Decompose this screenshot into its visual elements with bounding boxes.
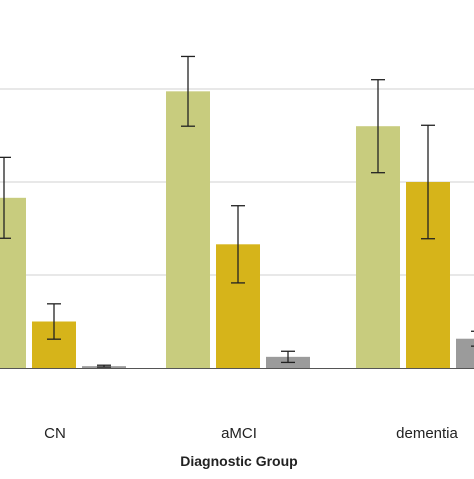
x-tick-label-amci: aMCI: [221, 425, 257, 442]
error-bar-dementia-series-1: [371, 79, 385, 174]
error-bar-amci-series-2: [231, 205, 245, 284]
x-tick-label-dementia: dementia: [396, 425, 458, 442]
error-bar-cn-series-2: [47, 303, 61, 340]
error-bar-amci-series-1: [181, 55, 195, 127]
error-bar-dementia-series-3: [471, 330, 474, 347]
bar-dementia-series-3: [456, 338, 474, 368]
bars: [0, 91, 474, 368]
error-bar-cn-series-1: [0, 156, 11, 239]
x-tick-label-cn: CN: [44, 425, 66, 442]
error-bars: [0, 55, 474, 368]
error-bar-dementia-series-2: [421, 124, 435, 240]
x-axis-title: Diagnostic Group: [180, 453, 297, 469]
bar-amci-series-1: [166, 91, 210, 368]
error-bar-amci-series-3: [281, 350, 295, 364]
x-tick-labels: CN aMCI dementia: [44, 425, 458, 442]
error-bar-cn-series-3: [97, 364, 111, 368]
